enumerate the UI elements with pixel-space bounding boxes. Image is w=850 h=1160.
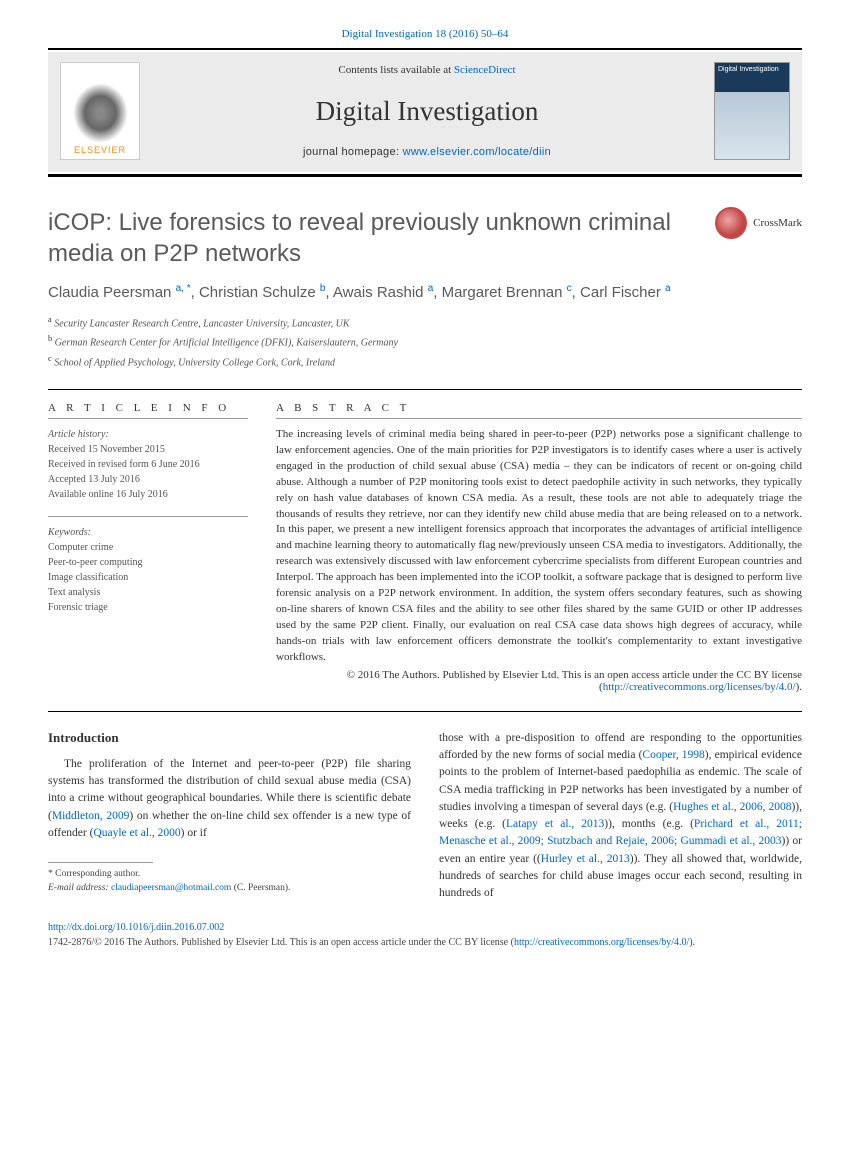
keyword: Forensic triage: [48, 600, 248, 615]
citation-link[interactable]: Cooper, 1998: [642, 749, 704, 761]
intro-heading: Introduction: [48, 730, 411, 746]
citation-link[interactable]: Quayle et al., 2000: [93, 827, 180, 839]
footer-license-link[interactable]: http://creativecommons.org/licenses/by/4…: [514, 937, 689, 948]
affiliations: a Security Lancaster Research Centre, La…: [48, 313, 802, 371]
license-link[interactable]: http://creativecommons.org/licenses/by/4…: [603, 681, 796, 693]
elsevier-tree-icon: [73, 83, 128, 143]
footnote-rule: [48, 862, 153, 863]
homepage-link[interactable]: www.elsevier.com/locate/diin: [403, 146, 551, 158]
publisher-logo: ELSEVIER: [60, 62, 140, 160]
citation-link[interactable]: Hughes et al., 2006, 2008: [673, 801, 791, 813]
article-info: A R T I C L E I N F O Article history: R…: [48, 402, 248, 693]
keyword: Computer crime: [48, 540, 248, 555]
crossmark-badge[interactable]: CrossMark: [715, 207, 802, 239]
abstract-text: The increasing levels of criminal media …: [276, 427, 802, 666]
crossmark-icon: [715, 207, 747, 239]
citation-link[interactable]: Middleton, 2009: [52, 810, 129, 822]
keywords-label: Keywords:: [48, 525, 248, 540]
history-item: Accepted 13 July 2016: [48, 472, 248, 487]
abstract-column: A B S T R A C T The increasing levels of…: [276, 402, 802, 693]
publisher-name: ELSEVIER: [74, 145, 126, 155]
article-info-heading: A R T I C L E I N F O: [48, 402, 248, 414]
history-label: Article history:: [48, 427, 248, 442]
citation-link[interactable]: Hurley et al., 2013: [541, 853, 630, 865]
author: Christian Schulze b: [199, 284, 325, 301]
page-footer: http://dx.doi.org/10.1016/j.diin.2016.07…: [48, 920, 802, 950]
authors-list: Claudia Peersman a, *, Christian Schulze…: [48, 281, 802, 305]
journal-header: ELSEVIER Contents lists available at Sci…: [48, 52, 802, 172]
keyword: Image classification: [48, 570, 248, 585]
intro-paragraph: those with a pre-disposition to offend a…: [439, 730, 802, 903]
email-link[interactable]: claudiapeersman@hotmail.com: [111, 883, 231, 893]
history-item: Received in revised form 6 June 2016: [48, 457, 248, 472]
keyword: Peer-to-peer computing: [48, 555, 248, 570]
author: Awais Rashid a: [333, 284, 433, 301]
intro-column-left: Introduction The proliferation of the In…: [48, 730, 411, 903]
section-rule-bottom: [48, 711, 802, 712]
sciencedirect-link[interactable]: ScienceDirect: [454, 64, 516, 76]
contents-line: Contents lists available at ScienceDirec…: [140, 64, 714, 76]
copyright-line: © 2016 The Authors. Published by Elsevie…: [276, 669, 802, 693]
history-item: Available online 16 July 2016: [48, 487, 248, 502]
section-rule-top: [48, 389, 802, 390]
history-item: Received 15 November 2015: [48, 442, 248, 457]
header-bottom-rule: [48, 174, 802, 177]
intro-column-right: those with a pre-disposition to offend a…: [439, 730, 802, 903]
keyword: Text analysis: [48, 585, 248, 600]
citation-link[interactable]: Latapy et al., 2013: [506, 818, 604, 830]
crossmark-label: CrossMark: [753, 217, 802, 229]
top-rule: [48, 48, 802, 50]
intro-paragraph: The proliferation of the Internet and pe…: [48, 756, 411, 842]
article-title: iCOP: Live forensics to reveal previousl…: [48, 207, 695, 269]
abstract-heading: A B S T R A C T: [276, 402, 802, 414]
author: Claudia Peersman a, *: [48, 284, 191, 301]
homepage-line: journal homepage: www.elsevier.com/locat…: [140, 146, 714, 158]
journal-cover: Digital Investigation: [714, 62, 790, 160]
doi-link[interactable]: http://dx.doi.org/10.1016/j.diin.2016.07…: [48, 922, 224, 933]
author: Carl Fischer a: [580, 284, 671, 301]
top-citation: Digital Investigation 18 (2016) 50–64: [48, 28, 802, 40]
footnote: * Corresponding author. E-mail address: …: [48, 867, 411, 896]
journal-name: Digital Investigation: [140, 96, 714, 127]
author: Margaret Brennan c: [442, 284, 572, 301]
